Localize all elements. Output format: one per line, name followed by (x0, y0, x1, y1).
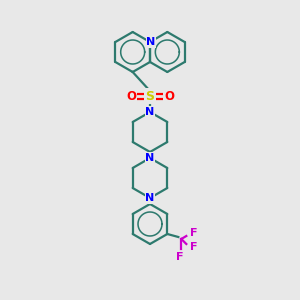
Text: N: N (146, 107, 154, 117)
Text: N: N (146, 153, 154, 163)
Text: O: O (164, 89, 174, 103)
Text: F: F (190, 228, 197, 238)
Text: N: N (146, 37, 156, 47)
Text: S: S (146, 89, 154, 103)
Text: N: N (146, 193, 154, 203)
Text: F: F (190, 242, 197, 252)
Text: O: O (126, 89, 136, 103)
Text: F: F (176, 252, 183, 262)
